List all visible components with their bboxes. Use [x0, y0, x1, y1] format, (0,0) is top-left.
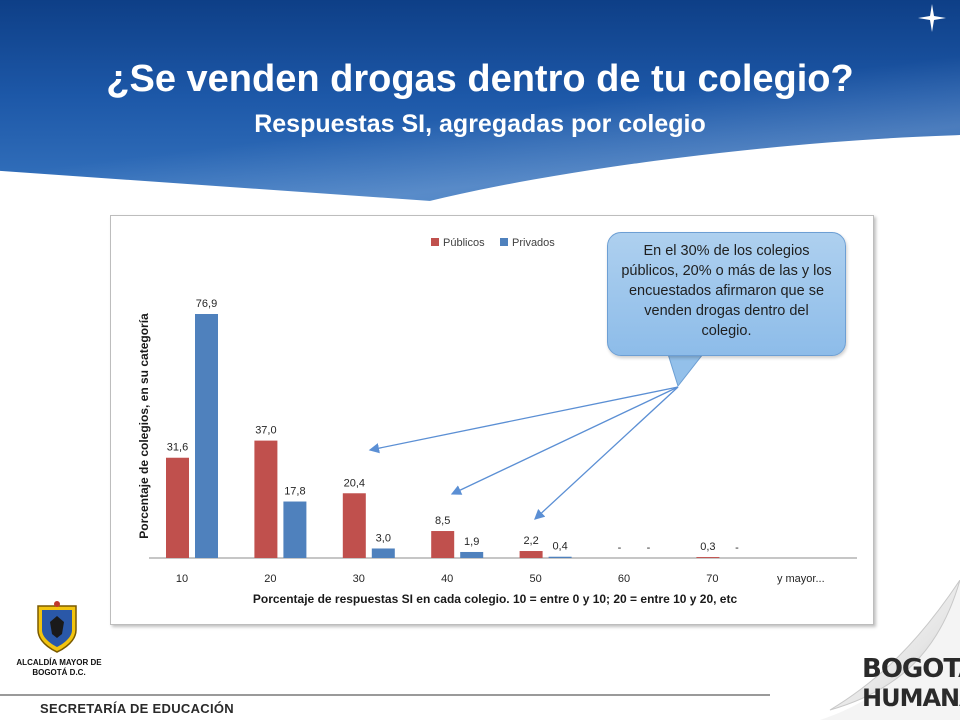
x-axis-title: Porcentaje de respuestas SI en cada cole…	[253, 592, 738, 606]
x-tick-label-4: 50	[529, 573, 541, 585]
data-label-publicos-3: 8,5	[435, 515, 450, 527]
data-label-publicos-5: -	[618, 542, 622, 554]
x-tick-label-2: 30	[353, 573, 365, 585]
data-label-publicos-1: 37,0	[255, 425, 276, 437]
x-tick-label-1: 20	[264, 573, 276, 585]
data-label-privados-5: -	[647, 542, 651, 554]
callout-bubble: En el 30% de los colegios públicos, 20% …	[607, 232, 846, 356]
bar-privados-1	[283, 501, 307, 558]
bar-privados-4	[548, 556, 572, 558]
x-tick-label-7: y mayor...	[777, 573, 825, 585]
x-tick-label-5: 60	[618, 573, 630, 585]
bar-publicos-1	[254, 440, 278, 558]
x-tick-labels: 10 20 30 40 50 60 70 y mayor...	[176, 573, 825, 585]
slide-title: ¿Se venden drogas dentro de tu colegio?	[106, 58, 854, 100]
bar-privados-0	[195, 314, 218, 558]
chart-legend: Públicos Privados	[431, 237, 555, 249]
bogota-humana-logo: BOGOTÁ HUMANA	[862, 654, 960, 714]
bar-publicos-4	[519, 551, 543, 558]
legend-swatch-publicos	[431, 238, 439, 246]
star-icon	[918, 4, 946, 32]
arrow-to-50	[534, 386, 679, 520]
bar-privados-3	[460, 551, 484, 558]
bar-chart: Públicos Privados Porcentaje de colegios…	[137, 237, 857, 606]
bar-publicos-2	[342, 493, 366, 558]
coat-of-arms-icon	[37, 601, 77, 653]
legend-swatch-privados	[500, 238, 508, 246]
data-label-privados-6: -	[735, 542, 739, 554]
legend-label-publicos: Públicos	[443, 237, 485, 249]
arrow-to-20	[368, 386, 679, 454]
data-label-publicos-4: 2,2	[523, 535, 538, 547]
bar-publicos-3	[431, 531, 455, 558]
data-label-privados-1: 17,8	[284, 486, 305, 498]
y-axis-title: Porcentaje de colegios, en su categoría	[137, 313, 151, 539]
data-label-privados-4: 0,4	[552, 541, 567, 553]
header-band	[0, 0, 960, 215]
x-tick-label-6: 70	[706, 573, 718, 585]
page-curl	[820, 580, 960, 720]
bar-publicos-6	[696, 557, 720, 558]
arrow-to-40	[450, 386, 679, 495]
legend-label-privados: Privados	[512, 237, 555, 249]
logo-text-top: BOGOTÁ	[862, 654, 960, 684]
slide-subtitle: Respuestas SI, agregadas por colegio	[254, 110, 706, 138]
bar-publicos-0	[166, 457, 189, 558]
x-tick-label-3: 40	[441, 573, 453, 585]
footer-divider	[0, 694, 770, 696]
data-label-publicos-6: 0,3	[700, 541, 715, 553]
footer-secretaria: SECRETARÍA DE EDUCACIÓN	[40, 701, 234, 716]
data-label-privados-3: 1,9	[464, 536, 479, 548]
data-label-privados-0: 76,9	[196, 298, 217, 310]
x-tick-label-0: 10	[176, 573, 188, 585]
alcaldia-label: ALCALDÍA MAYOR DE BOGOTÁ D.C.	[16, 658, 102, 677]
data-label-publicos-0: 31,6	[167, 442, 188, 454]
data-label-publicos-2: 20,4	[344, 477, 365, 489]
data-label-privados-2: 3,0	[376, 532, 391, 544]
logo-text-bottom: HUMANA	[862, 684, 960, 712]
bar-privados-2	[371, 548, 395, 558]
bars-group: 31,6 76,9 37,0 17,8 20,4 3,0 8,5 1,9 2,2 0,4 - - 0,3…	[166, 298, 739, 558]
